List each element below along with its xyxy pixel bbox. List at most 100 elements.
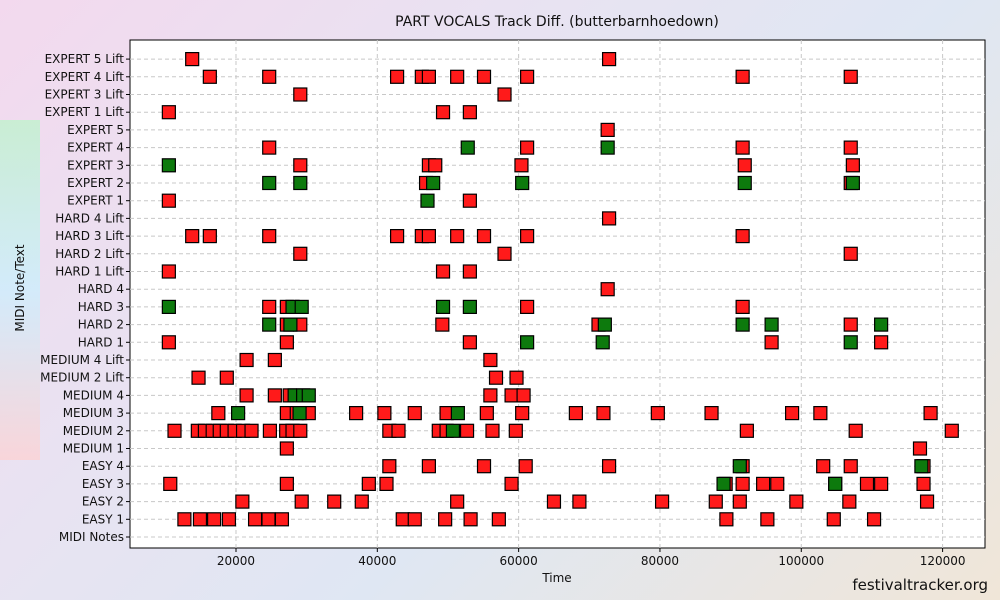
marker-red bbox=[407, 512, 422, 527]
marker-red bbox=[601, 459, 617, 474]
y-tick-label: HARD 3 Lift bbox=[55, 229, 124, 243]
y-tick-label: EXPERT 3 bbox=[67, 158, 124, 172]
marker-red bbox=[497, 87, 512, 102]
marker-red bbox=[816, 459, 831, 474]
marker-red bbox=[843, 317, 858, 332]
marker-red bbox=[601, 51, 617, 67]
marker-red bbox=[735, 140, 750, 155]
marker-green bbox=[515, 175, 530, 191]
marker-red bbox=[211, 406, 226, 421]
marker-red bbox=[462, 105, 477, 120]
marker-red bbox=[491, 512, 506, 527]
markers-layer bbox=[161, 51, 959, 527]
marker-red bbox=[654, 494, 670, 509]
marker-red bbox=[261, 512, 276, 527]
marker-red bbox=[843, 246, 858, 261]
marker-red bbox=[191, 370, 206, 385]
marker-green bbox=[283, 317, 298, 332]
marker-red bbox=[476, 69, 492, 84]
marker-red bbox=[515, 406, 530, 421]
x-tick-label: 100000 bbox=[778, 554, 824, 568]
y-tick-label: HARD 2 bbox=[78, 318, 124, 332]
marker-red bbox=[596, 406, 611, 421]
marker-green bbox=[737, 175, 752, 191]
marker-red bbox=[462, 264, 477, 279]
marker-green bbox=[597, 317, 612, 332]
marker-green bbox=[732, 459, 747, 474]
marker-green bbox=[914, 459, 929, 474]
marker-red bbox=[843, 459, 858, 474]
marker-red bbox=[704, 406, 719, 421]
marker-red bbox=[267, 388, 282, 403]
marker-red bbox=[459, 423, 475, 438]
marker-green bbox=[161, 158, 176, 173]
marker-green bbox=[764, 317, 779, 332]
marker-red bbox=[568, 406, 583, 421]
marker-green bbox=[292, 406, 307, 421]
marker-red bbox=[161, 193, 176, 208]
marker-red bbox=[389, 229, 405, 244]
marker-red bbox=[789, 494, 804, 509]
marker-red bbox=[327, 494, 342, 509]
y-tick-label: MEDIUM 2 Lift bbox=[40, 371, 124, 385]
marker-green bbox=[420, 193, 435, 208]
marker-red bbox=[262, 299, 277, 314]
marker-red bbox=[161, 264, 176, 279]
marker-red bbox=[293, 158, 308, 173]
marker-red bbox=[274, 512, 290, 527]
marker-red bbox=[944, 423, 959, 438]
marker-red bbox=[185, 229, 200, 244]
marker-red bbox=[916, 476, 931, 491]
marker-red bbox=[509, 370, 524, 385]
marker-green bbox=[450, 406, 465, 421]
marker-red bbox=[161, 105, 176, 120]
chart-title: PART VOCALS Track Diff. (butterbarnhoedo… bbox=[395, 14, 719, 30]
marker-red bbox=[600, 122, 615, 138]
y-tick-label: MEDIUM 2 bbox=[63, 424, 124, 438]
marker-red bbox=[239, 388, 254, 403]
marker-red bbox=[279, 441, 294, 456]
y-tick-label: EASY 1 bbox=[82, 512, 124, 526]
marker-red bbox=[764, 335, 779, 350]
marker-red bbox=[167, 423, 182, 438]
marker-red bbox=[435, 105, 451, 120]
marker-red bbox=[485, 423, 500, 438]
marker-red bbox=[826, 512, 841, 527]
marker-red bbox=[438, 512, 453, 527]
marker-green bbox=[262, 175, 277, 191]
marker-red bbox=[202, 69, 217, 84]
marker-red bbox=[202, 229, 217, 244]
marker-red bbox=[262, 229, 277, 244]
marker-red bbox=[518, 459, 533, 474]
marker-red bbox=[859, 476, 875, 491]
marker-red bbox=[247, 512, 263, 527]
marker-green bbox=[161, 299, 176, 314]
marker-red bbox=[379, 476, 394, 491]
marker-red bbox=[504, 476, 519, 491]
y-tick-label: EXPERT 1 bbox=[67, 194, 124, 208]
marker-red bbox=[161, 335, 176, 350]
marker-red bbox=[293, 246, 308, 261]
marker-red bbox=[848, 423, 863, 438]
marker-red bbox=[735, 229, 750, 244]
marker-red bbox=[483, 352, 498, 368]
marker-red bbox=[719, 512, 734, 527]
marker-red bbox=[735, 299, 750, 314]
y-tick-label: MIDI Notes bbox=[59, 530, 124, 544]
y-tick-label: EASY 3 bbox=[82, 477, 124, 491]
marker-red bbox=[650, 406, 665, 421]
x-tick-label: 40000 bbox=[358, 554, 396, 568]
y-tick-label: MEDIUM 1 bbox=[63, 442, 124, 456]
marker-red bbox=[843, 140, 858, 155]
marker-red bbox=[219, 370, 234, 385]
marker-red bbox=[708, 494, 723, 509]
y-tick-label: HARD 2 Lift bbox=[55, 247, 124, 261]
y-tick-label: MEDIUM 3 bbox=[63, 406, 124, 420]
marker-green bbox=[262, 317, 277, 332]
marker-red bbox=[354, 494, 369, 509]
marker-red bbox=[221, 512, 237, 527]
marker-red bbox=[476, 229, 492, 244]
marker-red bbox=[279, 476, 294, 491]
marker-red bbox=[520, 69, 535, 84]
